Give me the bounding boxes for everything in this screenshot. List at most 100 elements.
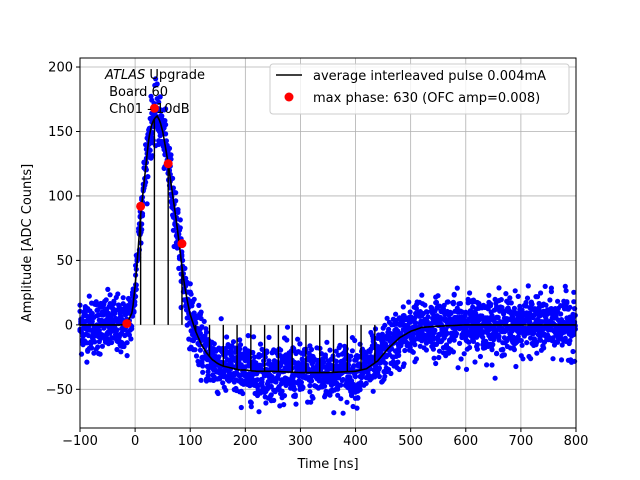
scatter-point [413,305,419,312]
scatter-point [436,348,443,354]
scatter-point [150,137,156,143]
scatter-point [564,300,570,306]
scatter-point [198,377,204,383]
scatter-point [567,304,573,310]
legend-box [269,63,570,115]
scatter-point [237,337,243,343]
scatter-point [386,326,392,332]
scatter-point [268,383,274,390]
scatter-point [450,299,456,305]
scatter-point [543,302,549,308]
scatter-point [352,337,358,344]
legend-label-max-phase: max phase: 630 (OFC amp=0.008) [313,91,540,106]
scatter-point [163,131,169,137]
scatter-point [410,331,416,337]
scatter-point [157,94,163,100]
scatter-point [299,356,305,362]
scatter-point [454,285,460,291]
axes-frame [79,57,577,429]
scatter-point [459,309,465,315]
x-tick-label: 0 [131,434,139,449]
scatter-point [441,302,447,308]
scatter-point [520,310,526,316]
scatter-point [524,295,531,301]
scatter-point [412,315,418,321]
scatter-point [291,386,298,392]
scatter-point [86,293,92,299]
scatter-point [327,347,333,353]
scatter-point [251,334,257,340]
scatter-point [515,293,521,299]
scatter-point [432,327,438,333]
scatter-point [528,356,534,362]
scatter-point [534,294,541,300]
x-tick-label: 100 [178,434,203,449]
x-axis-label: Time [ns] [296,457,358,472]
x-tick-label: −100 [62,434,98,449]
scatter-point [570,348,576,355]
scatter-point [538,290,544,296]
scatter-point [323,391,329,397]
scatter-point [382,322,388,328]
scatter-point [470,304,476,310]
scatter-point [261,361,267,367]
scatter-point [144,201,150,207]
scatter-point [191,296,197,302]
scatter-point [529,301,535,307]
scatter-point [97,351,103,357]
scatter-point [256,409,262,415]
scatter-point [518,338,524,344]
scatter-point [382,373,388,379]
scatter-point [472,359,478,365]
scatter-point [114,346,120,353]
scatter-point [333,348,339,354]
scatter-point [357,387,363,393]
scatter-point [201,318,207,324]
scatter-point [193,320,199,326]
scatter-point [351,363,357,369]
scatter-point [170,175,176,181]
x-tick-label: 200 [233,434,258,449]
scatter-point [154,81,160,87]
scatter-point [120,295,126,301]
scatter-point [406,299,412,305]
scatter-point [293,401,299,407]
scatter-point [489,312,495,319]
scatter-point [567,338,573,344]
scatter-point [500,347,506,353]
scatter-point [192,347,198,353]
scatter-point [541,345,547,351]
x-tick-label: 300 [288,434,313,449]
scatter-point [393,311,399,317]
scatter-point [105,286,111,292]
y-tick-label: 100 [48,189,73,204]
scatter-point [563,288,569,294]
scatter-point [503,291,509,297]
scatter-point [107,292,113,298]
scatter-point [444,330,450,336]
scatter-point [346,357,352,363]
scatter-point [218,316,224,322]
scatter-point [407,309,413,315]
scatter-point [507,295,513,301]
scatter-point [335,386,341,392]
scatter-point [257,353,264,359]
scatter-point [308,378,315,384]
y-axis-label: Amplitude [ADC Counts] [20,164,35,322]
scatter-point [382,360,389,366]
x-tick-label: 400 [343,434,368,449]
scatter-point [322,383,328,389]
scatter-point [177,225,183,231]
scatter-point [433,299,440,305]
scatter-point [487,301,494,307]
scatter-point [198,309,204,315]
scatter-point [196,302,202,308]
scatter-point [396,349,402,355]
annotation-line-3: Ch01 - 10dB [105,102,190,117]
scatter-point [349,392,355,398]
scatter-point [153,76,159,82]
scatter-point [463,366,470,372]
scatter-point [220,380,226,386]
x-tick-label: 700 [508,434,533,449]
